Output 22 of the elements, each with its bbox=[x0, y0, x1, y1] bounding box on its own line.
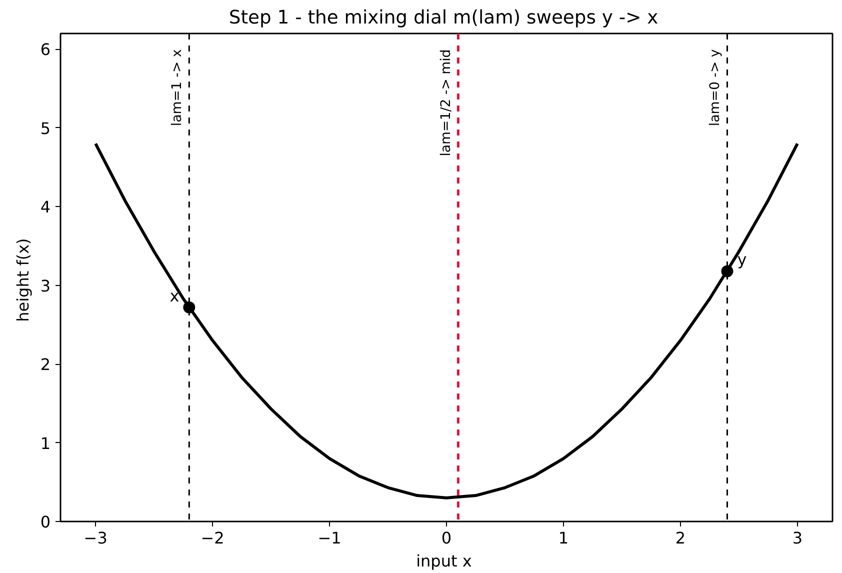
y-tick-label: 6 bbox=[40, 40, 51, 60]
y-tick-label: 0 bbox=[40, 512, 51, 532]
y-tick-label: 3 bbox=[40, 276, 51, 296]
annotation: y bbox=[737, 250, 747, 270]
annotation: lam=1 -> x bbox=[170, 49, 186, 126]
x-tick-label: −2 bbox=[200, 528, 224, 548]
annotation: lam=1/2 -> mid bbox=[439, 49, 454, 156]
y-tick-label: 5 bbox=[40, 118, 51, 138]
x-tick-label: 3 bbox=[792, 528, 803, 548]
y-tick-label: 2 bbox=[40, 355, 51, 374]
x-tick-label: 0 bbox=[441, 528, 452, 548]
annotation: x bbox=[170, 286, 180, 306]
x-tick-label: −1 bbox=[318, 528, 342, 548]
x-axis-title: input x bbox=[416, 552, 472, 570]
x-tick-label: 2 bbox=[675, 528, 686, 548]
y-tick-label: 4 bbox=[40, 198, 51, 217]
annotation: lam=0 -> y bbox=[708, 49, 724, 126]
y-tick-label: 1 bbox=[40, 434, 51, 453]
x-tick-label: −3 bbox=[84, 528, 108, 548]
y-axis-title: height f(x) bbox=[13, 238, 32, 322]
x-tick-label: 1 bbox=[558, 528, 569, 548]
chart-title: Step 1 - the mixing dial m(lam) sweeps y -> x bbox=[228, 8, 658, 28]
